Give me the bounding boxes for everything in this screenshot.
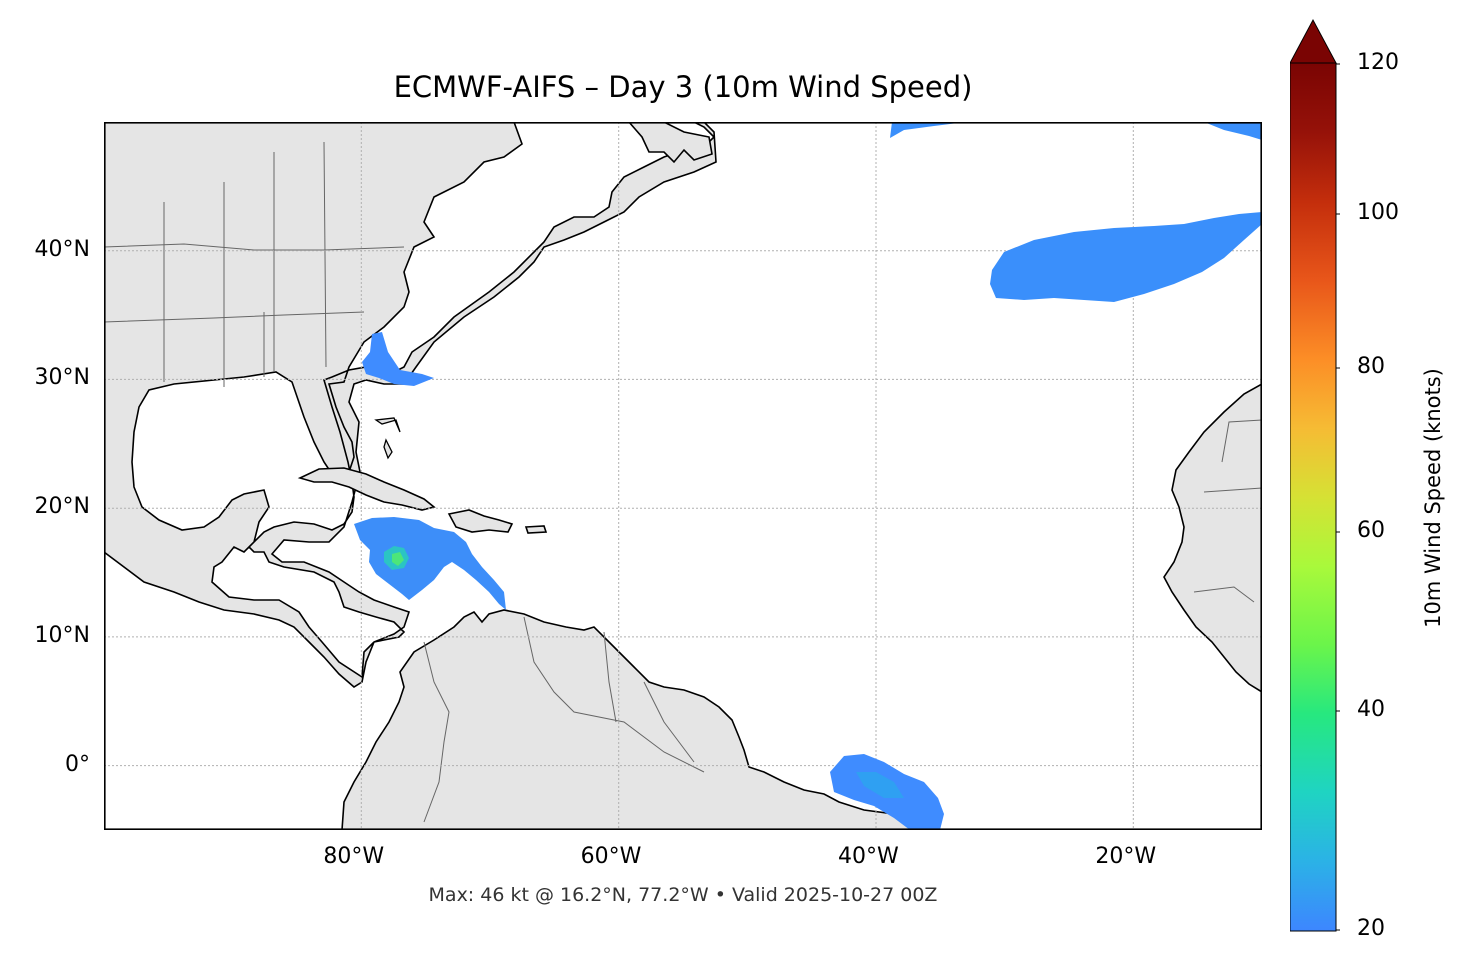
lon-tick-label: 80°W (323, 844, 385, 869)
north-america-land (104, 122, 717, 688)
hispaniola-island (447, 509, 514, 533)
colorbar-tick-label: 20 (1357, 916, 1385, 941)
carolina-wind-region (362, 332, 434, 386)
storm-max-wind-spot (392, 552, 404, 566)
colorbar-extend-triangle (1290, 18, 1337, 64)
colorbar-tick-label: 60 (1357, 518, 1385, 543)
lat-tick-label: 10°N (34, 622, 90, 648)
map-title: ECMWF-AIFS – Day 3 (10m Wind Speed) (393, 70, 973, 104)
wind-speed-map (104, 122, 1262, 830)
newfoundland-island (627, 122, 713, 164)
gridlines (104, 122, 1262, 830)
lat-tick-label: 20°N (34, 494, 90, 520)
colorbar-tick-label: 80 (1357, 354, 1385, 379)
north-atlantic-wind-region (890, 122, 1262, 302)
lat-tick-label: 30°N (34, 365, 90, 391)
colorbar-label: 10m Wind Speed (knots) (1421, 368, 1445, 628)
map-frame (104, 122, 1262, 830)
country-borders (104, 141, 1262, 823)
south-america-land (341, 609, 918, 830)
lon-tick-label: 60°W (580, 844, 642, 869)
footer-caption: Max: 46 kt @ 16.2°N, 77.2°W • Valid 2025… (428, 884, 938, 906)
lat-tick-label: 0° (65, 751, 90, 777)
africa-land (1163, 383, 1262, 693)
puerto-rico-island (524, 525, 548, 534)
colorbar-tick-label: 40 (1357, 697, 1385, 722)
lon-tick-label: 40°W (838, 844, 899, 869)
caribbean-storm-wind-region (354, 517, 506, 610)
lon-tick-label: 20°W (1095, 844, 1157, 869)
colorbar (1290, 18, 1340, 932)
colorbar-tick-label: 120 (1357, 50, 1399, 75)
bahamas-islands (374, 417, 401, 460)
colorbar-tick-label: 100 (1357, 200, 1399, 225)
lat-tick-label: 40°N (34, 236, 90, 262)
